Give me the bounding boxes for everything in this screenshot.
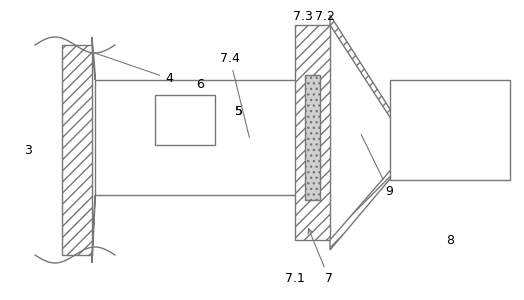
Text: 5: 5	[235, 105, 243, 118]
Text: 3: 3	[24, 143, 32, 157]
Text: 7.1: 7.1	[285, 272, 305, 285]
Text: 7.4: 7.4	[220, 52, 249, 137]
Text: 6: 6	[196, 79, 204, 92]
Bar	[390, 80, 510, 180]
Polygon shape	[330, 165, 395, 250]
Text: 8: 8	[446, 233, 454, 247]
Bar	[305, 75, 320, 200]
Text: 5: 5	[235, 105, 243, 118]
Text: 9: 9	[361, 134, 393, 198]
Polygon shape	[92, 195, 95, 263]
Bar	[62, 45, 92, 255]
Bar	[295, 25, 330, 240]
Polygon shape	[330, 15, 395, 125]
Bar	[155, 95, 215, 145]
Text: 4: 4	[95, 53, 173, 85]
Text: 7.3: 7.3	[293, 10, 313, 23]
Polygon shape	[92, 37, 95, 80]
Bar	[95, 80, 300, 195]
Text: 7: 7	[308, 229, 333, 285]
Text: 7.2: 7.2	[315, 10, 335, 23]
